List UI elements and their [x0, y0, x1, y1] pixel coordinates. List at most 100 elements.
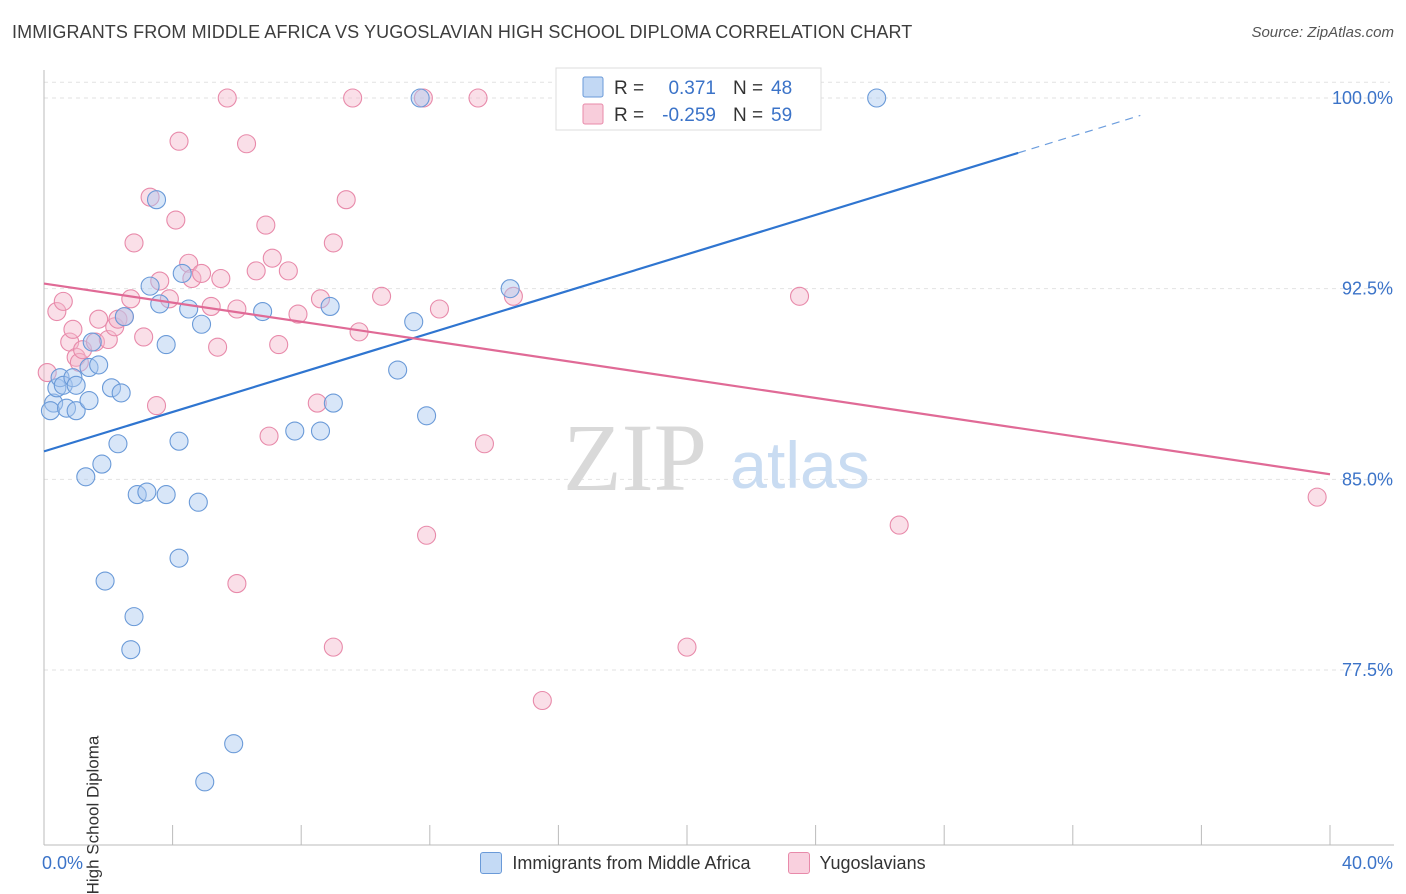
point-series-1-21: [166, 210, 186, 230]
trendline-series-0-extension: [1017, 114, 1141, 154]
point-series-1-41: [323, 233, 343, 253]
point-series-0-47: [114, 307, 134, 327]
point-series-0-39: [320, 296, 340, 317]
point-series-1-1: [47, 301, 67, 322]
legend-n-label-0: N =: [733, 78, 763, 99]
point-series-0-19: [137, 482, 157, 502]
point-series-1-11: [105, 317, 125, 337]
point-series-0-45: [500, 279, 520, 299]
point-series-1-0: [37, 363, 57, 383]
point-series-1-42: [336, 190, 356, 210]
point-series-1-19: [150, 271, 170, 291]
legend-item-series-0: Immigrants from Middle Africa: [480, 852, 750, 874]
legend-swatch-series-0: [480, 852, 503, 874]
point-series-1-32: [246, 261, 266, 281]
point-series-1-50: [474, 434, 495, 454]
point-series-0-25: [169, 431, 189, 451]
point-series-1-31: [236, 134, 257, 154]
legend-swatch-1: [582, 103, 604, 125]
point-series-0-17: [108, 434, 128, 454]
point-series-1-36: [269, 335, 289, 355]
point-series-1-49: [468, 88, 488, 108]
point-series-1-28: [211, 268, 231, 289]
point-series-0-31: [95, 571, 115, 591]
point-series-1-35: [262, 248, 282, 268]
point-series-0-20: [156, 485, 176, 505]
point-series-1-47: [417, 525, 437, 545]
legend-r-label-0: R =: [614, 78, 644, 99]
legend-swatch-0: [582, 76, 604, 98]
point-series-1-38: [288, 304, 308, 324]
point-series-1-54: [789, 286, 810, 306]
legend-label-series-0: Immigrants from Middle Africa: [512, 852, 751, 873]
point-series-1-55: [889, 515, 909, 535]
point-series-0-37: [285, 421, 305, 441]
point-series-0-46: [867, 88, 887, 108]
point-series-0-9: [79, 390, 99, 411]
axes: [43, 70, 1394, 846]
legend-item-series-1: Yugoslavians: [787, 852, 926, 874]
trendlines: [43, 114, 1331, 476]
point-series-1-53: [677, 637, 697, 657]
point-series-1-52: [532, 690, 552, 711]
point-series-0-4: [40, 401, 60, 421]
point-series-0-40: [323, 393, 343, 413]
chart-title: IMMIGRANTS FROM MIDDLE AFRICA VS YUGOSLA…: [12, 22, 913, 42]
point-series-1-22: [169, 131, 189, 151]
point-series-0-0: [44, 393, 64, 413]
point-series-1-9: [89, 309, 109, 329]
y-tick-label-0: 77.5%: [1342, 660, 1393, 680]
point-series-1-40: [307, 393, 327, 413]
point-series-1-25: [191, 263, 212, 283]
source-label: Source: ZipAtlas.com: [1251, 24, 1394, 41]
tick-labels: 77.5% 85.0% 92.5% 100.0% 0.0% 40.0%: [42, 88, 1393, 873]
y-tick-label-3: 100.0%: [1332, 88, 1393, 108]
point-series-0-7: [66, 375, 86, 395]
point-series-1-43: [343, 88, 363, 108]
legend-swatch-series-1: [787, 852, 810, 874]
y-tick-label-2: 92.5%: [1342, 279, 1393, 299]
x-tick-label-1: 40.0%: [1342, 853, 1393, 873]
point-series-0-16: [92, 454, 112, 474]
x-tick-label-0: 0.0%: [42, 853, 83, 873]
point-series-0-24: [156, 335, 176, 355]
point-series-1-57: [323, 637, 343, 657]
point-series-1-56: [1307, 487, 1327, 507]
point-series-0-22: [146, 190, 167, 210]
watermark: ZIP atlas: [563, 404, 870, 511]
point-series-1-27: [208, 337, 228, 357]
point-series-0-8: [66, 401, 86, 421]
watermark-atlas: atlas: [730, 428, 869, 502]
point-series-1-10: [98, 329, 118, 350]
trendline-series-1: [43, 282, 1331, 476]
point-series-0-10: [82, 332, 102, 352]
trendline-series-0: [43, 151, 1019, 453]
y-tick-label-1: 85.0%: [1342, 469, 1393, 489]
legend-r-value-0: 0.371: [668, 78, 716, 99]
point-series-0-23: [150, 294, 170, 314]
point-series-0-14: [111, 383, 131, 403]
point-series-0-43: [417, 406, 437, 426]
point-series-0-34: [224, 734, 244, 754]
point-series-1-15: [124, 233, 144, 253]
point-series-0-29: [188, 492, 208, 512]
point-series-1-39: [310, 289, 331, 309]
point-series-0-27: [179, 299, 199, 319]
point-series-0-12: [89, 355, 109, 375]
point-series-1-45: [372, 286, 392, 306]
point-series-1-34: [259, 426, 279, 446]
point-series-1-2: [53, 291, 73, 311]
point-series-0-5: [63, 368, 83, 388]
point-series-0-30: [169, 548, 189, 568]
legend-r-label-1: R =: [614, 105, 644, 126]
point-series-0-42: [404, 312, 424, 332]
point-series-1-5: [66, 347, 86, 367]
point-series-1-30: [227, 299, 247, 319]
legend-r-value-1: -0.259: [662, 105, 716, 126]
point-series-1-18: [146, 396, 167, 416]
point-series-1-29: [217, 88, 237, 108]
point-series-0-41: [388, 360, 408, 380]
point-series-1-48: [429, 299, 449, 319]
point-series-0-33: [121, 640, 141, 660]
